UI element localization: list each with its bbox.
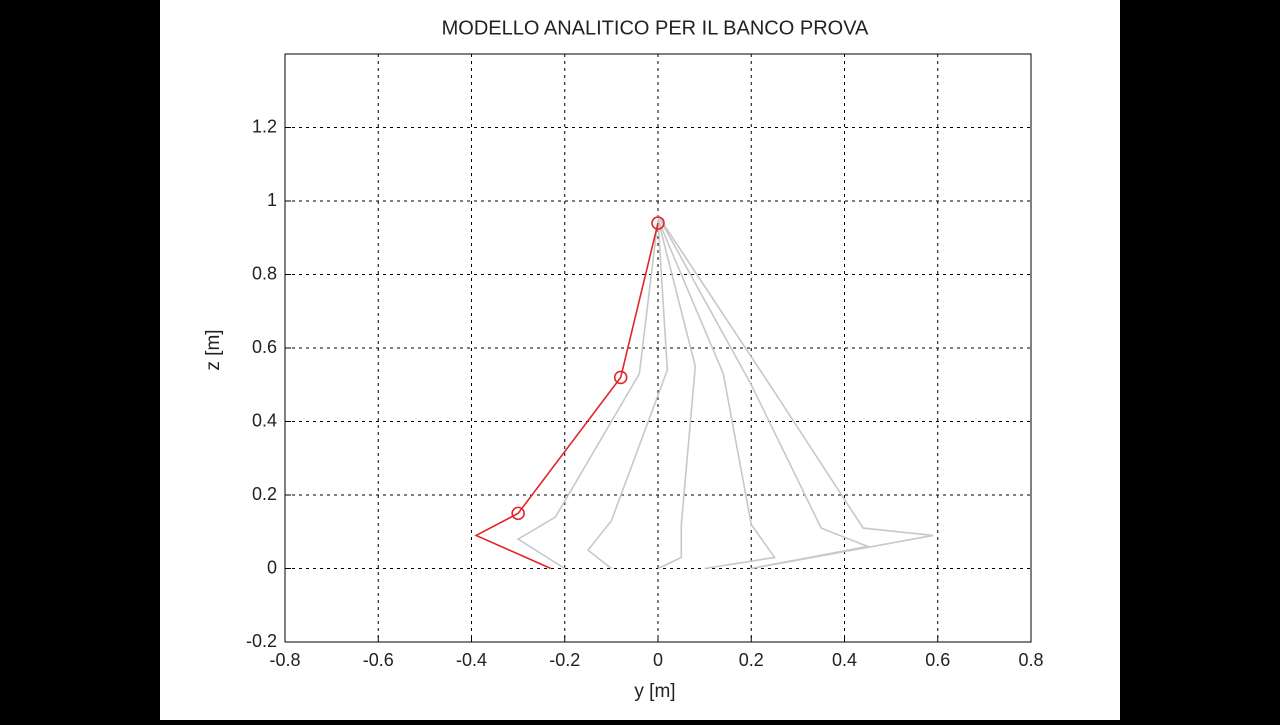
x-tick-label: 0 [653, 650, 663, 670]
chart-title: MODELLO ANALITICO PER IL BANCO PROVA [442, 17, 869, 39]
joint-marker [651, 216, 665, 230]
x-tick-label: 0.2 [739, 650, 764, 670]
x-tick-label: 0.8 [1018, 650, 1043, 670]
series-line [657, 219, 697, 570]
y-tick-label: 0 [267, 557, 277, 577]
series-line [657, 215, 934, 570]
y-tick-label: 0.4 [252, 410, 277, 430]
series-line [657, 219, 776, 570]
series-line [516, 219, 659, 570]
x-axis-label: y [m] [634, 681, 675, 702]
y-tick-label: 1 [267, 190, 277, 210]
y-tick-label: -0.2 [246, 631, 277, 651]
x-tick-label: 0.6 [925, 650, 950, 670]
y-tick-label: 0.8 [252, 263, 277, 283]
y-tick-label: 0.6 [252, 337, 277, 357]
series-line [586, 219, 669, 570]
x-tick-label: -0.6 [363, 650, 394, 670]
x-tick-label: -0.4 [456, 650, 487, 670]
joint-marker [613, 370, 628, 385]
joint-marker [511, 506, 525, 521]
y-tick-label: 1.2 [252, 116, 277, 136]
x-tick-label: 0.4 [832, 650, 857, 670]
x-tick-label: -0.8 [269, 650, 300, 670]
series-line [474, 222, 659, 570]
y-tick-label: 0.2 [252, 484, 277, 504]
x-tick-label: -0.2 [549, 650, 580, 670]
y-axis-label: z [m] [203, 329, 224, 370]
